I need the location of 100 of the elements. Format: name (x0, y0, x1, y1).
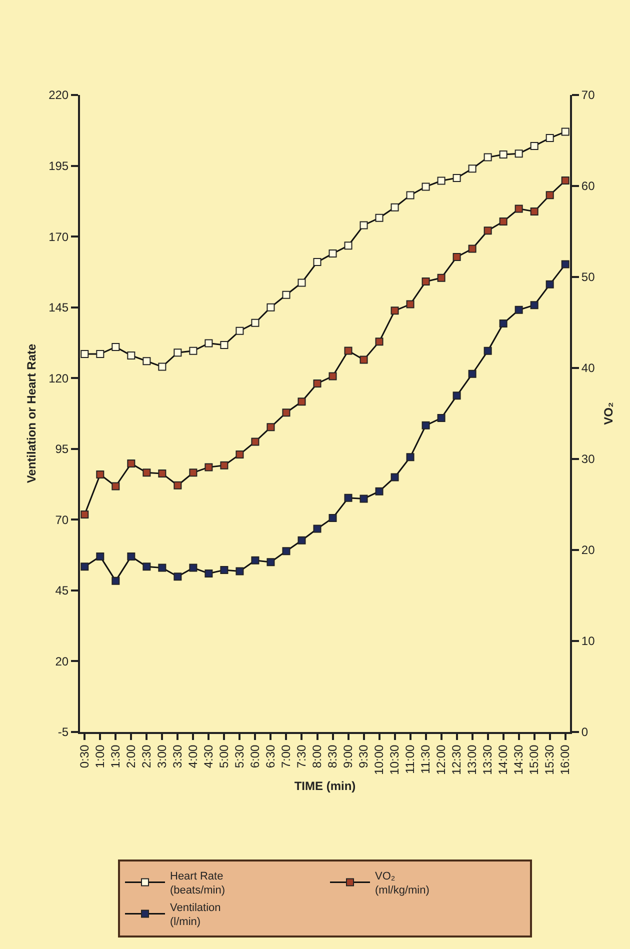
point (452, 252, 461, 261)
point (468, 244, 476, 253)
point (80, 350, 89, 358)
point (514, 150, 523, 158)
point (313, 258, 322, 266)
x-tick-label: 8:00 (310, 744, 324, 768)
x-tick-label: 11:30 (418, 744, 433, 774)
x-tick-label: 9:00 (341, 744, 356, 768)
x-tick-label: 6:30 (264, 744, 278, 768)
legend-label: VO₂ (ml/kg/min) (375, 870, 430, 897)
point (422, 182, 430, 191)
x-tick-label: 13:30 (480, 744, 495, 775)
point (142, 562, 151, 571)
point (236, 326, 244, 335)
point (452, 392, 461, 400)
point (468, 370, 476, 378)
point (390, 203, 399, 212)
y-tick-label: 145 (48, 300, 69, 315)
point (422, 278, 430, 286)
point (251, 438, 260, 446)
point (142, 357, 151, 366)
point (236, 567, 244, 576)
point (282, 290, 290, 299)
point (437, 414, 446, 422)
legend-label: Heart Rate (beats/min) (170, 870, 226, 897)
x-tick-label: 1:30 (108, 744, 123, 768)
y2-tick-label: 20 (581, 543, 596, 558)
point (344, 242, 352, 250)
point (112, 482, 120, 490)
y-tick-label: 220 (48, 88, 69, 102)
point (514, 306, 523, 314)
point (546, 134, 554, 142)
point (251, 318, 260, 327)
point (406, 191, 414, 200)
y-axis-title: Ventilation or Heart Rate (24, 343, 38, 484)
point (360, 494, 368, 503)
point (313, 379, 322, 388)
x-tick-label: 14:00 (496, 744, 510, 775)
point (530, 301, 538, 310)
point (282, 547, 290, 556)
point (96, 470, 104, 478)
point (298, 278, 306, 287)
point (437, 176, 446, 185)
x-tick-label: 1:00 (93, 744, 108, 768)
point (484, 153, 492, 162)
x-tick-label: 5:00 (217, 744, 232, 768)
point (484, 346, 492, 355)
y-tick-label: 195 (48, 158, 69, 173)
point (127, 351, 136, 360)
point (499, 319, 508, 328)
point (360, 221, 368, 230)
y2-tick-label: 70 (581, 88, 596, 102)
point (158, 470, 166, 478)
point (390, 473, 399, 482)
legend-label: Ventilation (l/min) (170, 902, 221, 928)
point (530, 207, 538, 216)
x-tick-label: 4:00 (186, 744, 200, 768)
point (468, 164, 476, 173)
x-tick-label: 7:00 (279, 744, 294, 768)
point (127, 460, 136, 468)
point (328, 372, 337, 380)
x-tick-label: 7:30 (294, 744, 309, 768)
point (266, 558, 275, 566)
point (530, 142, 538, 150)
point (514, 204, 523, 213)
y-tick-label: 20 (55, 654, 69, 668)
y2-tick-label: 10 (581, 634, 596, 648)
point (112, 342, 120, 351)
point (499, 217, 508, 226)
point (360, 356, 368, 364)
y-tick-label: 95 (55, 442, 69, 456)
point (452, 174, 461, 182)
point (251, 556, 260, 564)
point (112, 576, 120, 585)
point (220, 566, 228, 574)
point (158, 362, 166, 371)
point (437, 274, 446, 282)
point (189, 564, 198, 572)
point (406, 300, 414, 308)
point (174, 572, 182, 581)
point (390, 306, 399, 315)
x-tick-label: 2:00 (124, 744, 138, 768)
y-tick-label: 45 (55, 584, 69, 598)
point (174, 348, 182, 357)
point (328, 514, 337, 522)
point (204, 463, 213, 472)
y2-tick-label: 40 (581, 361, 596, 376)
y2-tick-label: 60 (581, 179, 596, 194)
x-tick-label: 2:30 (140, 744, 154, 768)
point (204, 339, 213, 348)
point (406, 453, 414, 462)
y-tick-label: -5 (58, 725, 69, 740)
x-tick-label: 8:30 (326, 744, 340, 768)
x-tick-label: 4:30 (202, 744, 216, 768)
y-tick-label: 70 (55, 512, 69, 527)
point (142, 468, 151, 477)
point (344, 494, 352, 502)
x-tick-label: 15:00 (527, 744, 542, 775)
point (546, 191, 554, 200)
point (561, 176, 570, 185)
